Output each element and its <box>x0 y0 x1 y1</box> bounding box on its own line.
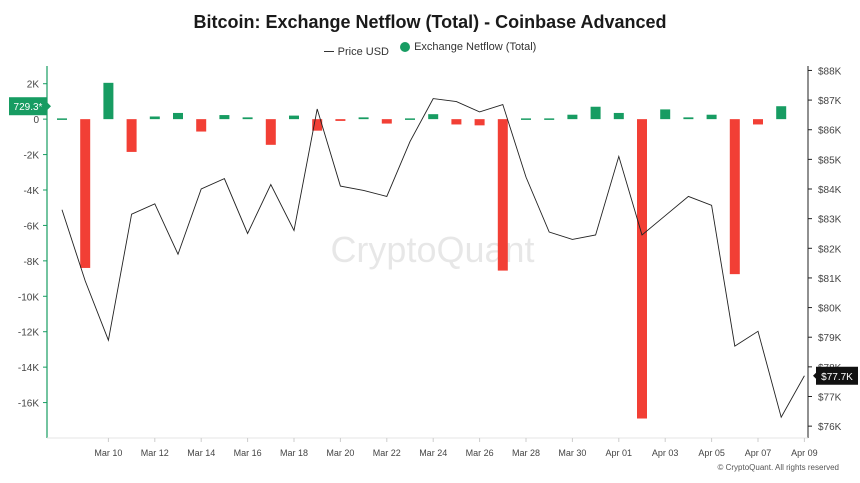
price-value-badge <box>816 366 858 385</box>
x-tick-label: Apr 03 <box>652 448 679 458</box>
netflow-badge-pointer <box>47 102 51 111</box>
x-tick-label: Apr 01 <box>606 448 633 458</box>
x-tick-label: Mar 22 <box>373 448 401 458</box>
legend-item-price[interactable]: Price USD <box>323 45 389 58</box>
netflow-bar <box>358 117 369 120</box>
netflow-bar <box>405 118 415 120</box>
right-tick-label: $83K <box>818 215 842 226</box>
left-tick-label: 0 <box>33 115 39 126</box>
right-tick-label: $76K <box>818 422 842 433</box>
right-tick-label: $79K <box>818 333 842 344</box>
x-tick-label: Mar 20 <box>326 448 354 458</box>
x-tick-label: Apr 07 <box>745 448 772 458</box>
netflow-bar <box>451 119 462 125</box>
netflow-bar <box>521 118 531 120</box>
left-tick-label: 2K <box>27 80 40 91</box>
x-tick-label: Mar 14 <box>187 448 215 458</box>
x-tick-label: Apr 05 <box>698 448 725 458</box>
netflow-bar <box>428 114 439 120</box>
netflow-bar <box>544 118 555 120</box>
right-tick-label: $81K <box>818 274 842 285</box>
netflow-bar <box>660 109 671 120</box>
left-tick-label: -2K <box>23 151 39 162</box>
netflow-bar <box>196 119 207 132</box>
x-tick-label: Mar 10 <box>94 448 122 458</box>
right-tick-label: $87K <box>818 96 842 107</box>
netflow-bar <box>381 119 392 124</box>
netflow-bar <box>753 119 763 125</box>
netflow-bar <box>567 114 578 120</box>
netflow-bar <box>312 119 323 131</box>
netflow-bar <box>173 112 183 120</box>
right-tick-label: $88K <box>818 66 842 77</box>
right-tick-label: $80K <box>818 304 842 315</box>
netflow-bar <box>80 119 91 268</box>
line-swatch-icon <box>323 51 334 52</box>
netflow-bar <box>335 119 346 121</box>
left-tick-label: -12K <box>18 328 39 339</box>
right-tick-label: $85K <box>818 155 842 166</box>
copyright-text: © CryptoQuant. All rights reserved <box>717 463 840 472</box>
netflow-bar <box>613 112 624 120</box>
right-tick-label: $82K <box>818 244 842 255</box>
left-tick-label: -6K <box>23 221 39 232</box>
netflow-value-badge-text: 729.3* <box>14 102 43 113</box>
x-tick-label: Mar 12 <box>141 448 169 458</box>
left-tick-label: -14K <box>18 363 39 374</box>
x-tick-label: Apr 09 <box>791 448 818 458</box>
x-tick-label: Mar 24 <box>419 448 447 458</box>
chart-title: Bitcoin: Exchange Netflow (Total) - Coin… <box>193 12 667 32</box>
netflow-bar <box>126 119 137 152</box>
netflow-bar <box>103 82 114 120</box>
netflow-bar <box>590 106 601 120</box>
x-tick-label: Mar 30 <box>558 448 586 458</box>
netflow-bar <box>637 119 647 419</box>
netflow-bar <box>265 119 276 145</box>
netflow-bar <box>242 117 253 120</box>
legend-label-netflow: Exchange Netflow (Total) <box>414 41 537 53</box>
legend: Price USD Exchange Netflow (Total) <box>0 41 860 58</box>
left-tick-label: -4K <box>23 186 39 197</box>
x-tick-label: Mar 26 <box>466 448 494 458</box>
netflow-bar <box>219 115 230 120</box>
left-tick-label: -8K <box>23 257 39 268</box>
netflow-bar <box>289 115 299 120</box>
right-tick-label: $77K <box>818 393 842 404</box>
netflow-value-badge <box>9 97 47 116</box>
legend-item-netflow[interactable]: Exchange Netflow (Total) <box>400 41 536 53</box>
legend-label-price: Price USD <box>337 45 389 58</box>
netflow-bar <box>57 118 67 120</box>
right-tick-label: $84K <box>818 185 842 196</box>
netflow-bar <box>683 117 694 120</box>
netflow-bar <box>474 119 485 126</box>
left-tick-label: -10K <box>18 292 39 303</box>
netflow-bar <box>706 114 717 120</box>
dot-swatch-icon <box>400 42 411 52</box>
price-line <box>61 98 805 419</box>
netflow-bar <box>776 106 787 120</box>
price-value-badge-text: $77.7K <box>821 372 853 383</box>
left-tick-label: -16K <box>18 399 39 410</box>
right-tick-label: $86K <box>818 126 842 137</box>
netflow-bar <box>149 116 160 120</box>
x-tick-label: Mar 28 <box>512 448 540 458</box>
netflow-bar <box>497 119 508 271</box>
netflow-bar <box>729 119 740 275</box>
x-tick-label: Mar 16 <box>234 448 262 458</box>
x-tick-label: Mar 18 <box>280 448 308 458</box>
